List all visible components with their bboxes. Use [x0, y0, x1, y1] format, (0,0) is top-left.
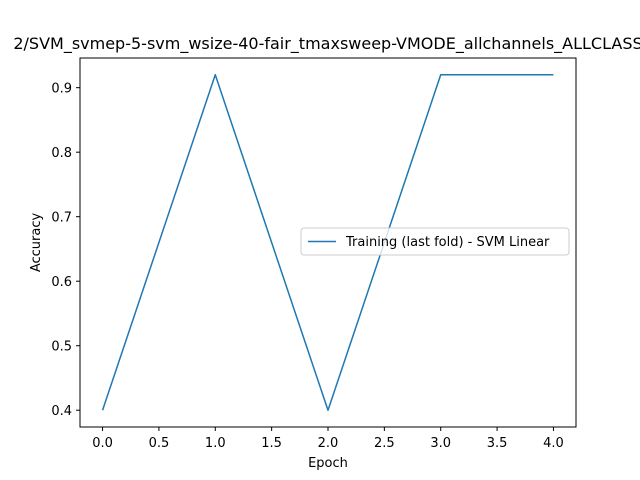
y-tick-label: 0.4	[51, 404, 72, 419]
legend: Training (last fold) - SVM Linear	[300, 227, 570, 256]
x-tick-label: 2.0	[318, 436, 339, 451]
y-tick-label: 0.9	[51, 82, 72, 97]
x-tick-label: 3.5	[487, 436, 508, 451]
x-tick-label: 3.0	[430, 436, 451, 451]
series-layer	[101, 74, 554, 411]
x-tick-label: 2.5	[374, 436, 395, 451]
y-axis-ticks: 0.4 0.5 0.6 0.7 0.8 0.9	[51, 82, 80, 419]
x-tick-label: 0.5	[149, 436, 170, 451]
y-tick-label: 0.6	[51, 275, 72, 290]
chart-title: 2/SVM_svmep-5-svm_wsize-40-fair_tmaxswee…	[13, 34, 640, 54]
series-line	[101, 74, 554, 411]
x-tick-label: 1.0	[205, 436, 226, 451]
x-axis-label: Epoch	[308, 456, 348, 471]
x-tick-label: 4.0	[543, 436, 564, 451]
y-tick-label: 0.5	[51, 340, 72, 355]
y-tick-label: 0.8	[51, 146, 72, 161]
y-tick-label: 0.7	[51, 211, 72, 226]
x-tick-label: 0.0	[92, 436, 113, 451]
x-axis-ticks: 0.0 0.5 1.0 1.5 2.0 2.5 3.0 3.5 4.0	[92, 427, 564, 451]
x-tick-label: 1.5	[261, 436, 282, 451]
legend-box	[300, 227, 570, 256]
legend-label: Training (last fold) - SVM Linear	[345, 235, 550, 250]
y-axis-label: Accuracy	[29, 213, 44, 273]
